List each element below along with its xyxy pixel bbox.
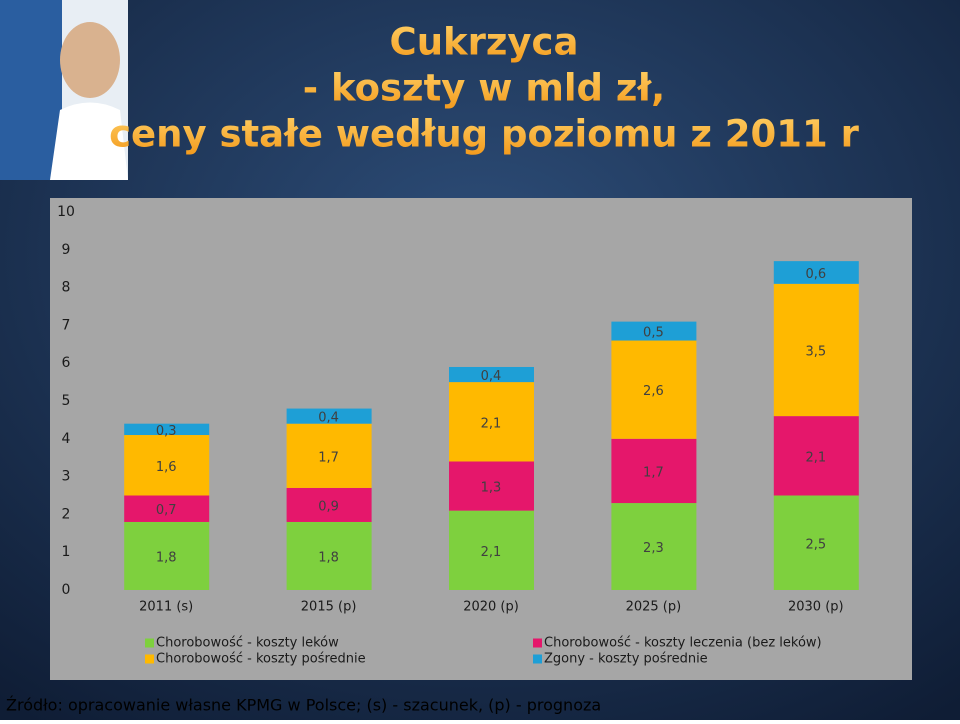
value-label: 2,1 [481,545,502,560]
legend-swatch [533,654,542,664]
y-tick-label: 8 [62,280,71,296]
x-tick-label: 2030 (p) [788,600,844,615]
title-line: ceny stałe według poziomu z 2011 r [109,113,860,156]
y-tick-label: 5 [62,393,71,409]
bar-segment [773,495,859,590]
y-tick-label: 6 [62,355,71,371]
bar-segment [286,521,372,590]
title: Cukrzyca - koszty w mld zł, ceny stałe w… [109,21,860,156]
bar-segment [286,423,372,488]
value-label: 2,5 [805,537,826,552]
value-label: 2,6 [643,384,664,399]
value-label: 1,7 [318,450,339,465]
value-label: 0,7 [156,503,177,518]
value-label: 3,5 [805,344,826,359]
bar-segment [611,321,697,341]
bar-segment [773,283,859,417]
value-label: 0,3 [156,424,177,439]
bar-segment [611,438,697,504]
plot: 0 1 2 3 4 5 6 7 8 9 10 2011 (s) 1,8 0,7 1,6 0,3 2015 (p)… [57,204,859,667]
value-label: 2,1 [805,450,826,465]
bar-segment [286,487,372,522]
bar-segment [449,510,534,590]
bar-segment [124,495,210,522]
bar-segment [449,382,534,462]
bar-segment [773,261,859,284]
value-label: 0,4 [318,411,339,426]
bar-segment [611,340,697,439]
bar-segment [449,366,534,383]
bar-segment [286,408,372,424]
legend-label: Chorobowość - koszty leków [156,636,339,651]
source-note: Źródło: opracowanie własne KPMG w Polsce… [6,696,601,715]
value-label: 1,8 [156,550,177,565]
bar-segment [124,423,210,436]
legend-label: Zgony - koszty pośrednie [544,652,708,667]
value-label: 2,1 [481,416,502,431]
legend-swatch [533,638,542,648]
y-tick-label: 4 [62,431,71,447]
value-label: 1,8 [318,550,339,565]
y-tick-label: 1 [62,544,71,560]
y-tick-label: 9 [62,242,71,258]
bar-segment [124,435,210,496]
legend-swatch [145,654,154,664]
legend-swatch [145,638,154,648]
value-label: 0,6 [805,267,826,282]
x-tick-label: 2020 (p) [463,600,519,615]
value-label: 1,7 [643,465,664,480]
y-tick-label: 2 [62,506,71,522]
y-tick-label: 7 [62,317,71,333]
y-tick-label: 3 [62,469,71,485]
title-line: Cukrzyca [390,21,579,64]
value-label: 1,3 [481,481,502,496]
bar-segment [124,521,210,590]
value-label: 2,3 [643,541,664,556]
value-label: 0,5 [643,326,664,341]
cover-image [0,0,128,180]
bar-segment [773,416,859,496]
value-label: 0,9 [318,499,339,514]
value-label: 0,4 [481,369,502,384]
bar-segment [449,461,534,511]
value-label: 1,6 [156,460,177,475]
legend-label: Chorobowość - koszty pośrednie [156,652,366,667]
title-line: - koszty w mld zł, [303,67,666,110]
x-tick-label: 2015 (p) [301,600,357,615]
y-tick-label: 10 [57,204,75,220]
legend-label: Chorobowość - koszty leczenia (bez leków… [544,636,822,651]
bar-segment [611,503,697,590]
y-tick-label: 0 [62,582,71,598]
x-tick-label: 2025 (p) [626,600,682,615]
x-tick-label: 2011 (s) [139,600,193,615]
